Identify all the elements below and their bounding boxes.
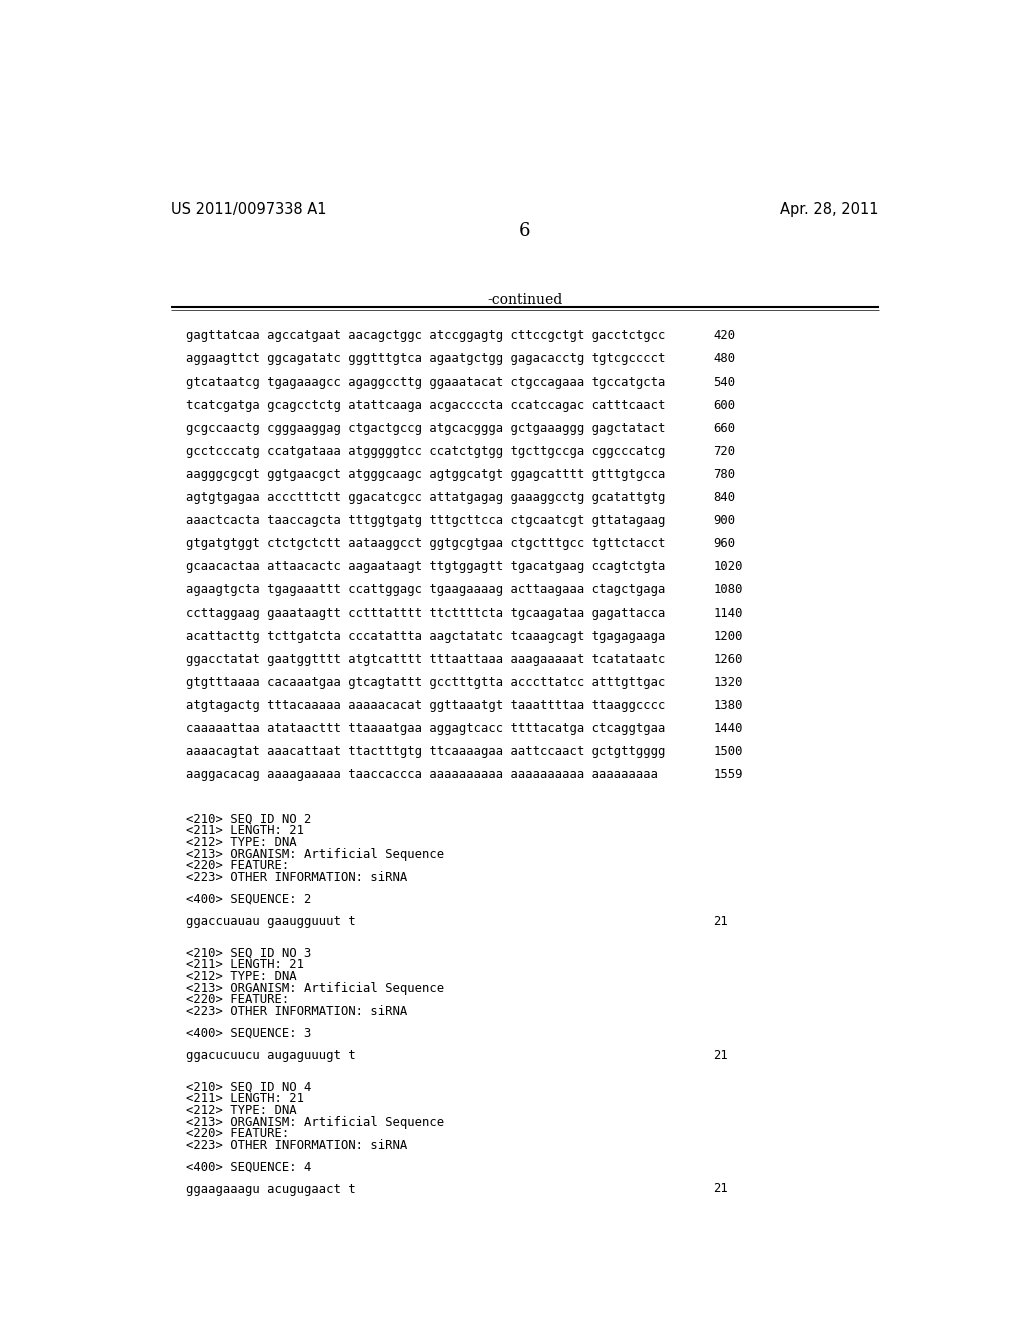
Text: <213> ORGANISM: Artificial Sequence: <213> ORGANISM: Artificial Sequence <box>186 1115 444 1129</box>
Text: <211> LENGTH: 21: <211> LENGTH: 21 <box>186 825 304 837</box>
Text: 960: 960 <box>713 537 735 550</box>
Text: 1559: 1559 <box>713 768 742 781</box>
Text: caaaaattaa atataacttt ttaaaatgaa aggagtcacc ttttacatga ctcaggtgaa: caaaaattaa atataacttt ttaaaatgaa aggagtc… <box>186 722 666 735</box>
Text: 21: 21 <box>713 1048 728 1061</box>
Text: 1200: 1200 <box>713 630 742 643</box>
Text: <223> OTHER INFORMATION: siRNA: <223> OTHER INFORMATION: siRNA <box>186 1005 408 1018</box>
Text: Apr. 28, 2011: Apr. 28, 2011 <box>780 202 879 218</box>
Text: 720: 720 <box>713 445 735 458</box>
Text: 1080: 1080 <box>713 583 742 597</box>
Text: atgtagactg tttacaaaaa aaaaacacat ggttaaatgt taaattttaa ttaaggcccc: atgtagactg tttacaaaaa aaaaacacat ggttaaa… <box>186 700 666 711</box>
Text: aaactcacta taaccagcta tttggtgatg tttgcttcca ctgcaatcgt gttatagaag: aaactcacta taaccagcta tttggtgatg tttgctt… <box>186 515 666 527</box>
Text: <211> LENGTH: 21: <211> LENGTH: 21 <box>186 1093 304 1105</box>
Text: 1500: 1500 <box>713 744 742 758</box>
Text: 660: 660 <box>713 422 735 434</box>
Text: ccttaggaag gaaataagtt cctttatttt ttcttttcta tgcaagataa gagattacca: ccttaggaag gaaataagtt cctttatttt ttctttt… <box>186 607 666 619</box>
Text: 1440: 1440 <box>713 722 742 735</box>
Text: 1320: 1320 <box>713 676 742 689</box>
Text: 420: 420 <box>713 330 735 342</box>
Text: <213> ORGANISM: Artificial Sequence: <213> ORGANISM: Artificial Sequence <box>186 982 444 994</box>
Text: US 2011/0097338 A1: US 2011/0097338 A1 <box>171 202 326 218</box>
Text: <223> OTHER INFORMATION: siRNA: <223> OTHER INFORMATION: siRNA <box>186 871 408 883</box>
Text: aagggcgcgt ggtgaacgct atgggcaagc agtggcatgt ggagcatttt gtttgtgcca: aagggcgcgt ggtgaacgct atgggcaagc agtggca… <box>186 469 666 480</box>
Text: 1020: 1020 <box>713 561 742 573</box>
Text: 540: 540 <box>713 376 735 388</box>
Text: 1380: 1380 <box>713 700 742 711</box>
Text: <212> TYPE: DNA: <212> TYPE: DNA <box>186 836 297 849</box>
Text: <211> LENGTH: 21: <211> LENGTH: 21 <box>186 958 304 972</box>
Text: 1260: 1260 <box>713 653 742 665</box>
Text: <223> OTHER INFORMATION: siRNA: <223> OTHER INFORMATION: siRNA <box>186 1139 408 1151</box>
Text: gcctcccatg ccatgataaa atgggggtcc ccatctgtgg tgcttgccga cggcccatcg: gcctcccatg ccatgataaa atgggggtcc ccatctg… <box>186 445 666 458</box>
Text: 6: 6 <box>519 222 530 240</box>
Text: ggaccuauau gaaugguuut t: ggaccuauau gaaugguuut t <box>186 915 355 928</box>
Text: tcatcgatga gcagcctctg atattcaaga acgaccccta ccatccagac catttcaact: tcatcgatga gcagcctctg atattcaaga acgaccc… <box>186 399 666 412</box>
Text: <220> FEATURE:: <220> FEATURE: <box>186 993 290 1006</box>
Text: <213> ORGANISM: Artificial Sequence: <213> ORGANISM: Artificial Sequence <box>186 847 444 861</box>
Text: acattacttg tcttgatcta cccatattta aagctatatc tcaaagcagt tgagagaaga: acattacttg tcttgatcta cccatattta aagctat… <box>186 630 666 643</box>
Text: <220> FEATURE:: <220> FEATURE: <box>186 859 290 873</box>
Text: 21: 21 <box>713 1183 728 1196</box>
Text: <400> SEQUENCE: 2: <400> SEQUENCE: 2 <box>186 892 311 906</box>
Text: 600: 600 <box>713 399 735 412</box>
Text: <212> TYPE: DNA: <212> TYPE: DNA <box>186 1104 297 1117</box>
Text: gagttatcaa agccatgaat aacagctggc atccggagtg cttccgctgt gacctctgcc: gagttatcaa agccatgaat aacagctggc atccgga… <box>186 330 666 342</box>
Text: ggaagaaagu acugugaact t: ggaagaaagu acugugaact t <box>186 1183 355 1196</box>
Text: ggacucuucu augaguuugt t: ggacucuucu augaguuugt t <box>186 1048 355 1061</box>
Text: 840: 840 <box>713 491 735 504</box>
Text: aggaagttct ggcagatatc gggtttgtca agaatgctgg gagacacctg tgtcgcccct: aggaagttct ggcagatatc gggtttgtca agaatgc… <box>186 352 666 366</box>
Text: <210> SEQ ID NO 3: <210> SEQ ID NO 3 <box>186 946 311 960</box>
Text: gtcataatcg tgagaaagcc agaggccttg ggaaatacat ctgccagaaa tgccatgcta: gtcataatcg tgagaaagcc agaggccttg ggaaata… <box>186 376 666 388</box>
Text: <212> TYPE: DNA: <212> TYPE: DNA <box>186 970 297 983</box>
Text: gcaacactaa attaacactc aagaataagt ttgtggagtt tgacatgaag ccagtctgta: gcaacactaa attaacactc aagaataagt ttgtgga… <box>186 561 666 573</box>
Text: aaaacagtat aaacattaat ttactttgtg ttcaaaagaa aattccaact gctgttgggg: aaaacagtat aaacattaat ttactttgtg ttcaaaa… <box>186 744 666 758</box>
Text: <210> SEQ ID NO 4: <210> SEQ ID NO 4 <box>186 1081 311 1094</box>
Text: gtgtttaaaa cacaaatgaa gtcagtattt gcctttgtta acccttatcc atttgttgac: gtgtttaaaa cacaaatgaa gtcagtattt gcctttg… <box>186 676 666 689</box>
Text: <400> SEQUENCE: 4: <400> SEQUENCE: 4 <box>186 1162 311 1173</box>
Text: ggacctatat gaatggtttt atgtcatttt tttaattaaa aaagaaaaat tcatataatc: ggacctatat gaatggtttt atgtcatttt tttaatt… <box>186 653 666 665</box>
Text: gcgccaactg cgggaaggag ctgactgccg atgcacggga gctgaaaggg gagctatact: gcgccaactg cgggaaggag ctgactgccg atgcacg… <box>186 422 666 434</box>
Text: aaggacacag aaaagaaaaa taaccaccca aaaaaaaaaa aaaaaaaaaa aaaaaaaaa: aaggacacag aaaagaaaaa taaccaccca aaaaaaa… <box>186 768 658 781</box>
Text: 900: 900 <box>713 515 735 527</box>
Text: gtgatgtggt ctctgctctt aataaggcct ggtgcgtgaa ctgctttgcc tgttctacct: gtgatgtggt ctctgctctt aataaggcct ggtgcgt… <box>186 537 666 550</box>
Text: 21: 21 <box>713 915 728 928</box>
Text: <400> SEQUENCE: 3: <400> SEQUENCE: 3 <box>186 1027 311 1040</box>
Text: 780: 780 <box>713 469 735 480</box>
Text: -continued: -continued <box>487 293 562 308</box>
Text: agtgtgagaa accctttctt ggacatcgcc attatgagag gaaaggcctg gcatattgtg: agtgtgagaa accctttctt ggacatcgcc attatga… <box>186 491 666 504</box>
Text: <220> FEATURE:: <220> FEATURE: <box>186 1127 290 1140</box>
Text: 480: 480 <box>713 352 735 366</box>
Text: <210> SEQ ID NO 2: <210> SEQ ID NO 2 <box>186 813 311 826</box>
Text: agaagtgcta tgagaaattt ccattggagc tgaagaaaag acttaagaaa ctagctgaga: agaagtgcta tgagaaattt ccattggagc tgaagaa… <box>186 583 666 597</box>
Text: 1140: 1140 <box>713 607 742 619</box>
